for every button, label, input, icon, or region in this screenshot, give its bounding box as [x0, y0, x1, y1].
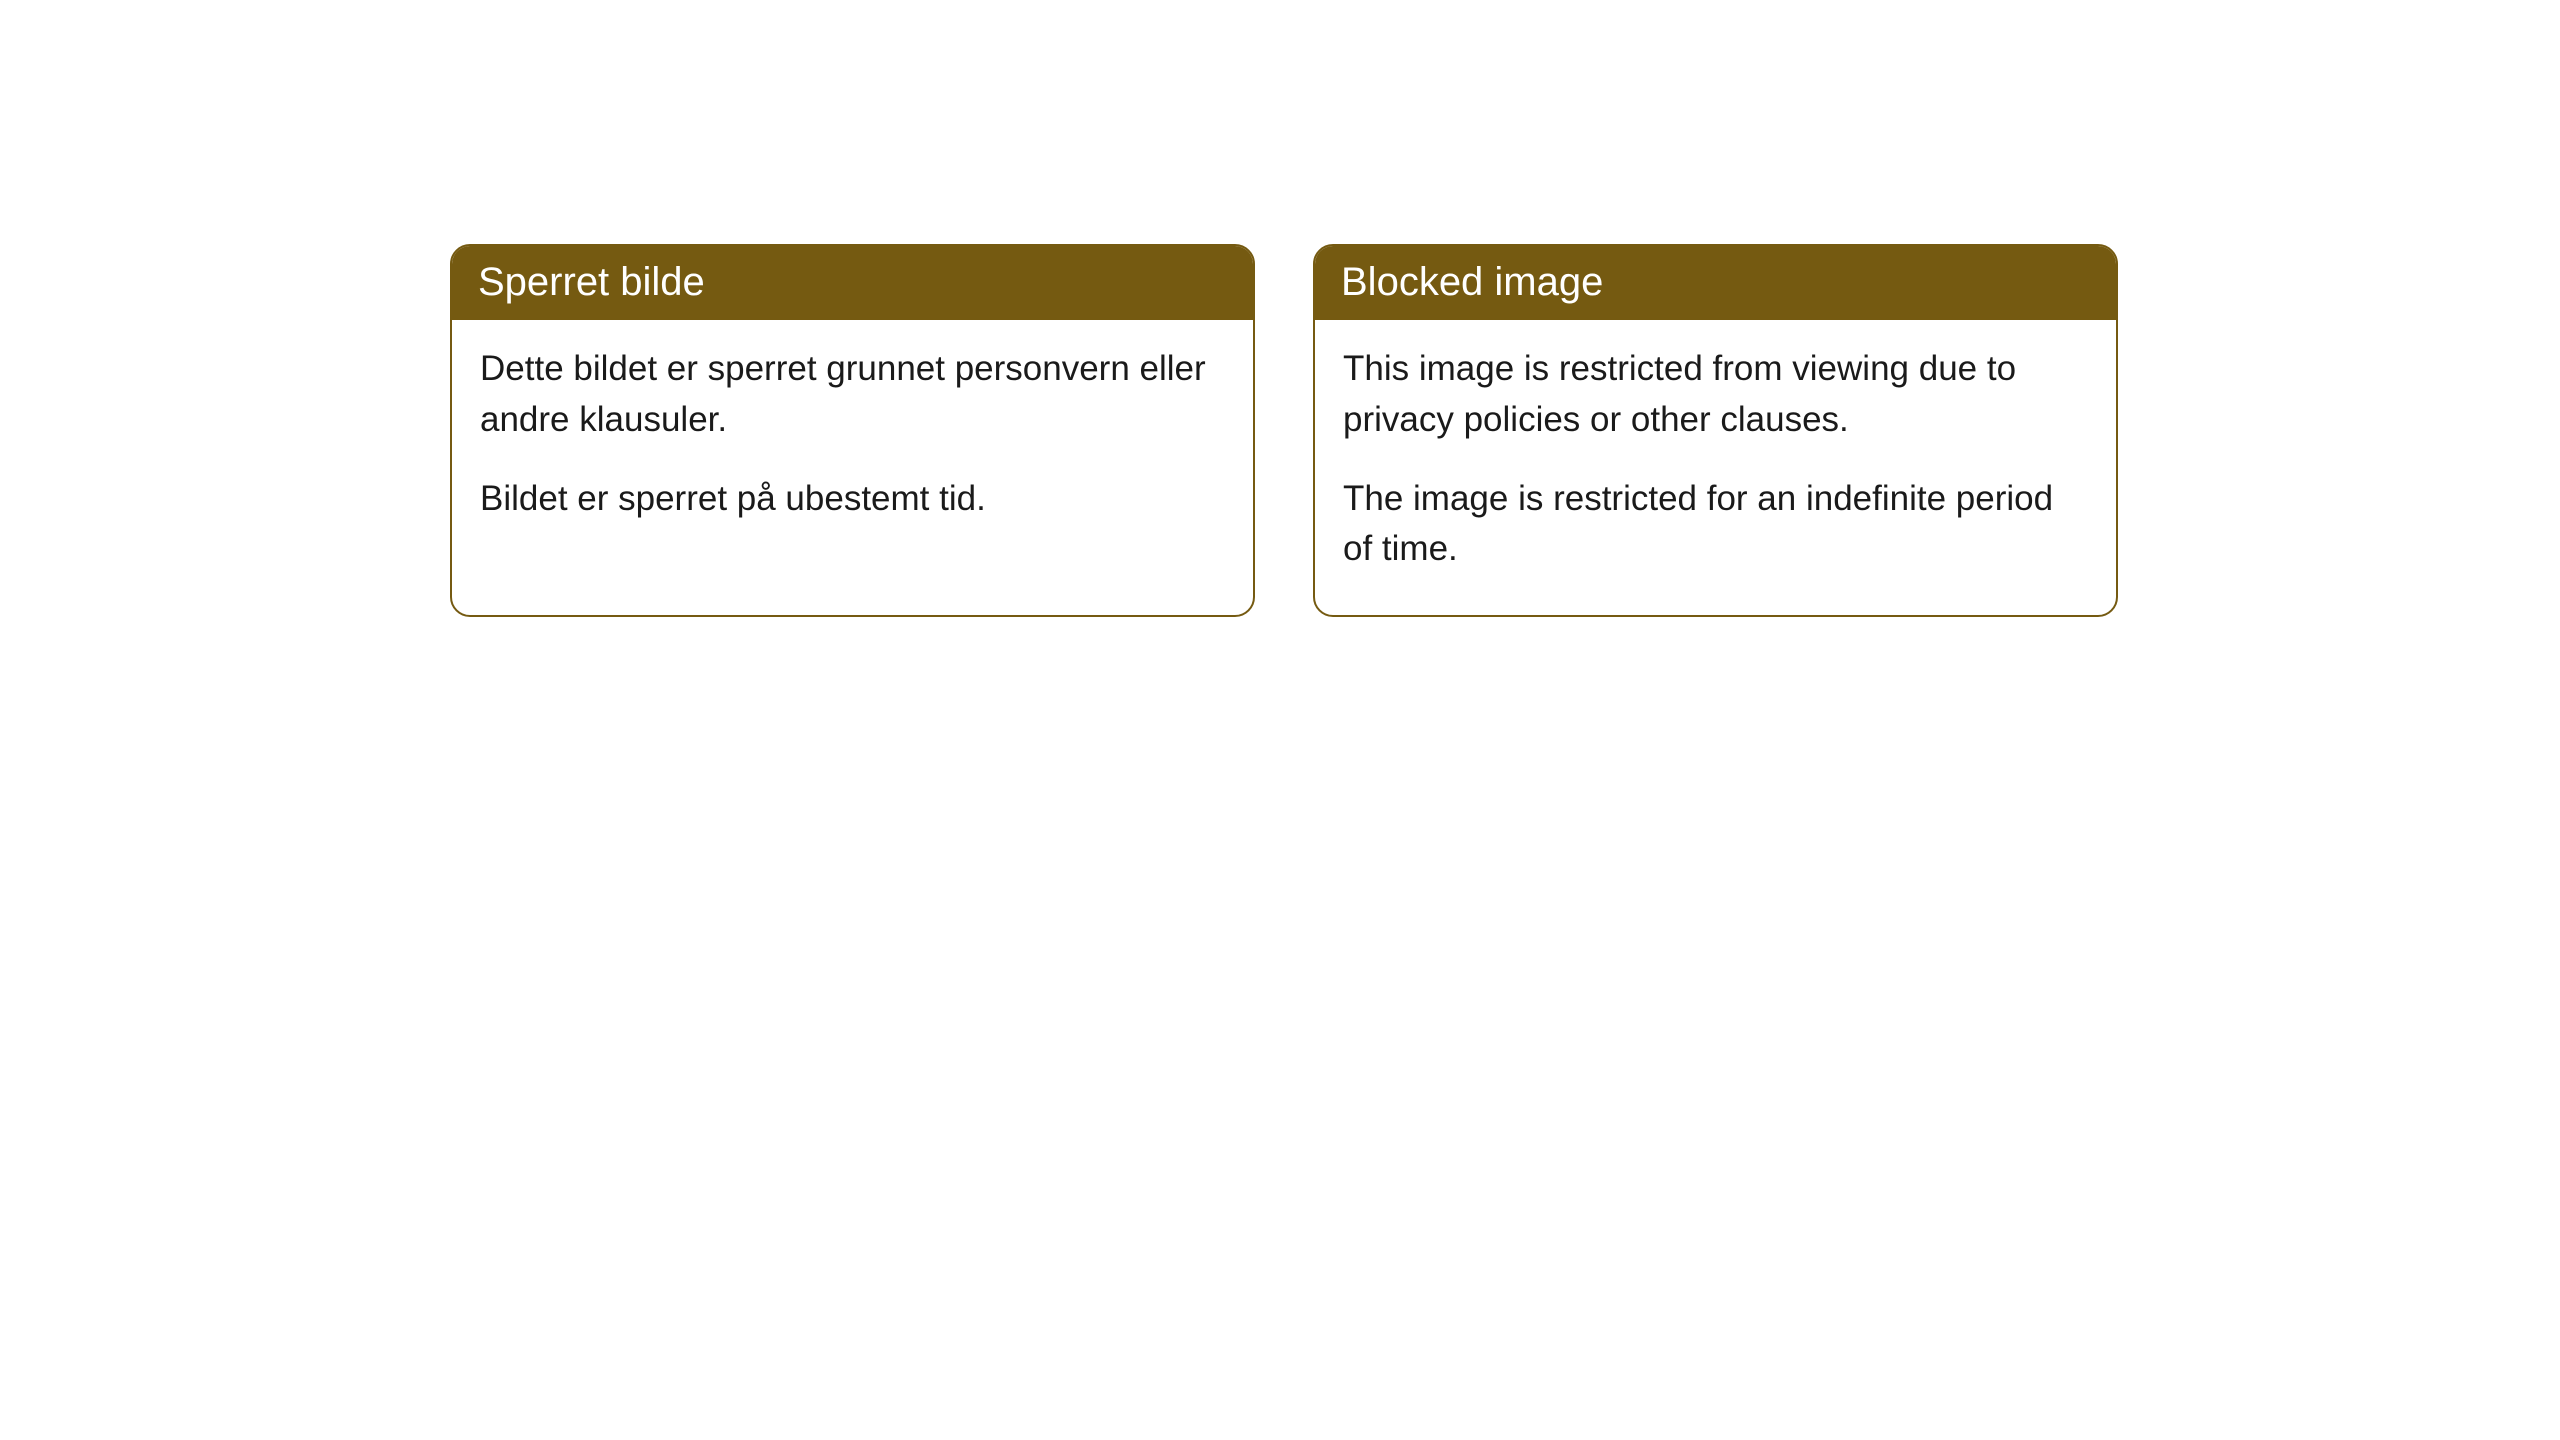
notice-cards-container: Sperret bilde Dette bildet er sperret gr…	[0, 0, 2560, 617]
card-body: Dette bildet er sperret grunnet personve…	[452, 320, 1253, 564]
card-paragraph-2: Bildet er sperret på ubestemt tid.	[480, 474, 1225, 525]
card-title: Blocked image	[1315, 246, 2116, 320]
card-body: This image is restricted from viewing du…	[1315, 320, 2116, 615]
card-paragraph-2: The image is restricted for an indefinit…	[1343, 474, 2088, 576]
blocked-image-card-en: Blocked image This image is restricted f…	[1313, 244, 2118, 617]
card-title: Sperret bilde	[452, 246, 1253, 320]
card-paragraph-1: Dette bildet er sperret grunnet personve…	[480, 344, 1225, 446]
blocked-image-card-no: Sperret bilde Dette bildet er sperret gr…	[450, 244, 1255, 617]
card-paragraph-1: This image is restricted from viewing du…	[1343, 344, 2088, 446]
